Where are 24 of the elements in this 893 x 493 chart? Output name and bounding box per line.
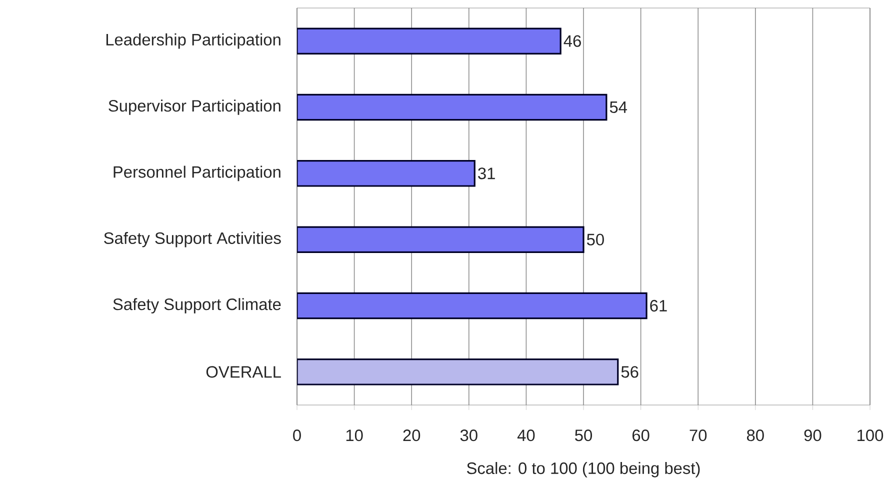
x-tick-label: 90 xyxy=(804,430,822,442)
data-label: 54 xyxy=(610,102,628,113)
x-tick-label: 20 xyxy=(403,430,420,442)
x-tick-label: 30 xyxy=(460,430,478,442)
x-tick-label: 50 xyxy=(575,430,592,442)
y-tick-label: Personnel Participation xyxy=(114,166,280,182)
data-label: 31 xyxy=(478,168,495,180)
x-tick-label: 40 xyxy=(517,430,535,442)
y-tick-label: Safety Support Activities xyxy=(104,232,281,248)
y-tick-label: Leadership Participation xyxy=(106,33,280,49)
x-tick-label: 80 xyxy=(746,430,764,442)
data-label: 46 xyxy=(564,35,581,47)
x-tick-label: 70 xyxy=(690,430,707,442)
data-label: 56 xyxy=(621,366,638,378)
x-tick-label: 60 xyxy=(632,430,650,442)
x-tick-label: 10 xyxy=(346,430,363,442)
data-label: 61 xyxy=(650,300,667,312)
y-tick-label: OVERALL xyxy=(206,366,281,378)
x-tick-label: 0 xyxy=(293,430,301,442)
data-label: 50 xyxy=(586,234,604,246)
x-tick-label: 100 xyxy=(858,430,884,442)
x-axis-title: Scale: 0 to 100 (100 being best) xyxy=(466,462,700,478)
y-tick-label: Supervisor Participation xyxy=(108,100,280,115)
y-tick-label: Safety Support Climate xyxy=(113,298,281,314)
